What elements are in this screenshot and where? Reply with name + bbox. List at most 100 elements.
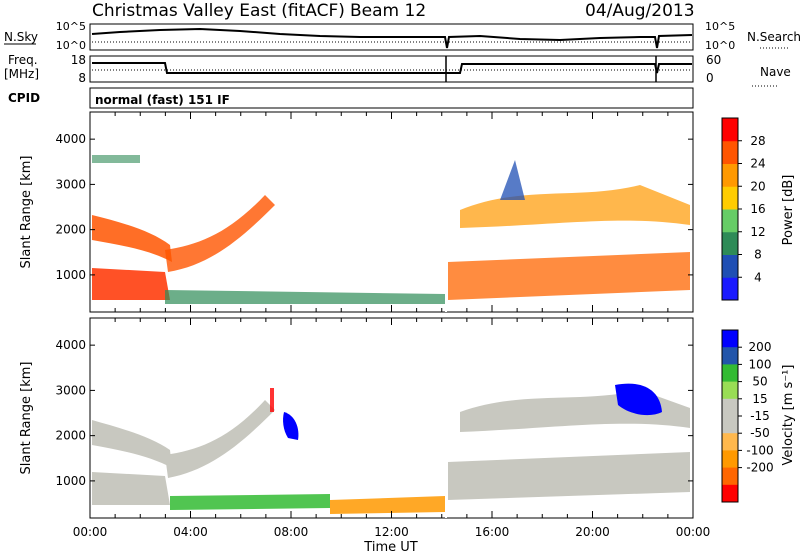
velocity-colorbar-segment [722, 433, 738, 451]
plot-title: Christmas Valley East (fitACF) [92, 1, 345, 21]
velocity-colorbar-segment [722, 484, 738, 503]
xtick-label: 12:00 [374, 525, 409, 539]
freq-trace [92, 62, 692, 74]
nsearch-tick-top: 10^5 [705, 20, 735, 33]
power-colorbar-tick-label: 8 [754, 248, 762, 262]
velocity-echo-ramp [165, 400, 275, 478]
velocity-echo-band-upper [92, 420, 172, 468]
power-colorbar-segment [722, 254, 738, 278]
power-echo-late-low [448, 252, 690, 300]
velocity-colorbar-tick-label: 100 [749, 357, 772, 371]
freq-panel-frame [89, 55, 694, 83]
xtick-label: 00:00 [676, 525, 711, 539]
power-colorbar-segment [722, 209, 738, 233]
velocity-ytick-label: 3000 [55, 383, 86, 397]
power-echo-early-top [92, 155, 140, 163]
velocity-y-axis: 1000 2000 3000 4000 [55, 318, 694, 518]
velocity-colorbar-segment [722, 450, 738, 469]
power-colorbar-tick-label: 16 [750, 202, 765, 216]
velocity-colorbar-label: Velocity [m s⁻¹] [781, 365, 796, 466]
power-colorbar: 4 8 12 16 20 24 28 [721, 117, 766, 301]
velocity-colorbar-tick-label: 50 [752, 375, 767, 389]
power-echo-ramp [165, 195, 275, 272]
beam-label: Beam 12 [350, 1, 426, 21]
power-colorbar-segment [722, 163, 738, 187]
velocity-colorbar-tick-label: -50 [750, 426, 770, 440]
velocity-echo-blobs [92, 383, 690, 514]
x-axis-label: Time UT [363, 540, 417, 554]
power-colorbar-segment [722, 118, 738, 142]
cpid-text: normal (fast) 151 IF [95, 93, 230, 107]
velocity-colorbar-tick-label: -100 [746, 443, 773, 457]
nsky-label: N.Sky [4, 30, 38, 44]
velocity-ylabel: Slant Range [km] [19, 362, 34, 475]
xtick-label: 16:00 [475, 525, 510, 539]
power-echo-late-upper [460, 185, 690, 228]
power-colorbar-segment [722, 186, 738, 210]
power-echo-late-ridge [500, 160, 525, 200]
velocity-echo-blue-patch-late [615, 383, 662, 416]
velocity-colorbar-segment [722, 347, 738, 365]
power-echo-band-upper [92, 215, 172, 262]
time-x-axis: 00:00 04:00 08:00 12:00 16:00 20:00 00:00 [73, 525, 711, 539]
velocity-colorbar-segment [722, 398, 738, 417]
velocity-echo-late-low [448, 452, 690, 500]
cpid-panel-frame [89, 87, 694, 109]
nave-tick-top: 60 [706, 53, 721, 67]
nsky-trace [91, 27, 693, 49]
nsky-tick-top: 10^5 [56, 20, 86, 33]
power-echo-blobs [92, 155, 690, 304]
nsearch-tick-bottom: 10^0 [705, 39, 735, 52]
xtick-label: 00:00 [73, 525, 108, 539]
freq-label: Freq. [8, 53, 38, 67]
velocity-echo-lower [92, 472, 170, 505]
cpid-label: CPID [8, 91, 40, 105]
velocity-colorbar-tick-label: -15 [750, 409, 770, 423]
power-echo-lower [92, 268, 170, 300]
power-colorbar-tick-label: 24 [750, 157, 765, 171]
velocity-colorbar-tick-label: 15 [752, 392, 767, 406]
xtick-label: 08:00 [274, 525, 309, 539]
velocity-echo-blue-patch-early [283, 412, 299, 440]
power-heatmap [89, 111, 694, 313]
power-ytick-label: 1000 [55, 268, 86, 282]
power-colorbar-tick-label: 12 [750, 225, 765, 239]
power-ytick-label: 4000 [55, 132, 86, 146]
velocity-echo-orange-strip [330, 496, 445, 514]
nave-label: Nave [760, 65, 791, 79]
power-y-axis: 1000 2000 3000 4000 [55, 112, 694, 312]
power-colorbar-tick-label: 20 [750, 179, 765, 193]
power-colorbar-tick-label: 28 [750, 134, 765, 148]
power-ytick-label: 2000 [55, 223, 86, 237]
velocity-echo-red-streak [270, 388, 274, 412]
nsky-panel-frame [89, 23, 694, 51]
velocity-ytick-label: 4000 [55, 338, 86, 352]
velocity-heatmap [89, 317, 694, 519]
velocity-colorbar-segment [722, 364, 738, 383]
power-echo-bottom-green [165, 290, 445, 304]
velocity-ytick-label: 2000 [55, 429, 86, 443]
power-colorbar-segment [722, 277, 738, 301]
power-ylabel: Slant Range [km] [19, 156, 34, 269]
xtick-label: 04:00 [173, 525, 208, 539]
freq-tick-bottom: 8 [78, 71, 86, 85]
velocity-colorbar-segment [722, 467, 738, 486]
nave-tick-bottom: 0 [706, 71, 714, 85]
xtick-label: 20:00 [575, 525, 610, 539]
velocity-colorbar-segment [722, 381, 738, 400]
nsky-tick-bottom: 10^0 [56, 39, 86, 52]
velocity-echo-green-strip [170, 494, 330, 510]
velocity-colorbar-segment [722, 330, 738, 348]
freq-tick-top: 18 [71, 53, 86, 67]
velocity-colorbar-tick-label: -200 [746, 461, 773, 475]
velocity-colorbar: 200 100 50 15 -15 -50 -100 -200 [721, 329, 774, 503]
velocity-colorbar-tick-label: 200 [749, 340, 772, 354]
freq-unit: [MHz] [4, 67, 39, 81]
velocity-ytick-label: 1000 [55, 474, 86, 488]
nsearch-label: N.Search [747, 30, 800, 44]
power-colorbar-segment [722, 231, 738, 255]
power-colorbar-tick-label: 4 [754, 270, 762, 284]
power-colorbar-segment [722, 140, 738, 164]
date-label: 04/Aug/2013 [585, 1, 695, 21]
